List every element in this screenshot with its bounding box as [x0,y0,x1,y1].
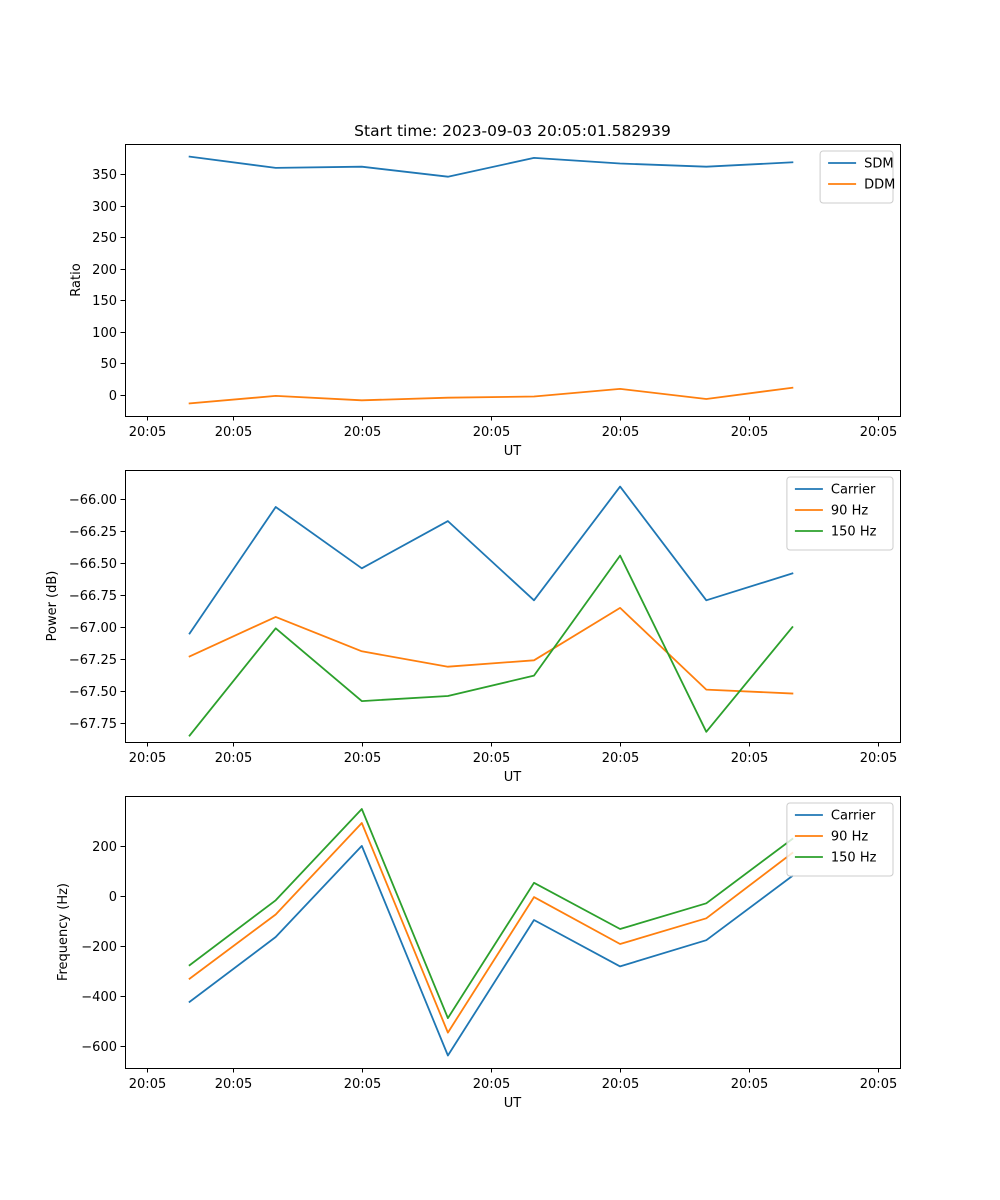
x-tick-label: 20:05 [731,1077,768,1092]
x-tick-label: 20:05 [473,425,510,440]
x-tick-label: 20:05 [129,425,166,440]
x-tick-label: 20:05 [860,751,897,766]
y-axis-label: Ratio [69,263,84,296]
legend-label: Carrier [831,483,876,498]
series-line-90-hz [188,822,794,1034]
y-tick-label: 100 [92,326,117,341]
x-axis-label: UT [504,770,522,785]
x-axis-label: UT [504,444,522,459]
plot-frame [125,796,901,1069]
legend: Carrier 90 Hz 150 Hz [786,802,894,877]
x-tick-label: 20:05 [215,751,252,766]
x-tick-label: 20:05 [473,1077,510,1092]
legend-label: SDM [864,157,893,172]
series-line-150-hz [188,808,794,1019]
y-tick-label: 250 [92,231,117,246]
y-tick-label: −66.50 [69,557,117,572]
x-tick-label: 20:05 [731,751,768,766]
x-tick-label: 20:05 [129,1077,166,1092]
series-line-150-hz [188,554,794,737]
y-tick-label: 200 [92,263,117,278]
y-tick-label: 300 [92,200,117,215]
chart-title: Start time: 2023-09-03 20:05:01.582939 [354,122,671,140]
series-line-90-hz [188,607,794,695]
x-tick-label: 20:05 [731,425,768,440]
legend: Carrier 90 Hz 150 Hz [786,476,894,551]
legend-label: 150 Hz [831,525,877,540]
y-tick-label: −600 [81,1040,117,1055]
legend-label: 150 Hz [831,851,877,866]
y-tick-label: −400 [81,990,117,1005]
x-tick-label: 20:05 [344,425,381,440]
series-line-sdm [188,155,794,178]
x-axis-label: UT [504,1096,522,1111]
plot-frame [125,470,901,743]
x-tick-label: 20:05 [215,1077,252,1092]
y-tick-label: −66.25 [69,525,117,540]
subplot-3: 20:05 20:05 20:05 20:05 20:05 20:05 20:05 −600 −… [56,796,901,1111]
y-tick-label: −66.75 [69,589,117,604]
y-tick-label: 0 [109,389,117,404]
legend-label: 90 Hz [831,830,868,845]
y-tick-label: −67.75 [69,717,117,732]
y-axis-label: Power (dB) [45,571,60,642]
x-tick-label: 20:05 [602,425,639,440]
y-tick-label: −67.00 [69,621,117,636]
y-tick-label: 200 [92,840,117,855]
plot-frame [125,144,901,417]
x-tick-label: 20:05 [602,751,639,766]
series-line-ddm [188,386,794,405]
x-tick-label: 20:05 [215,425,252,440]
x-tick-label: 20:05 [860,425,897,440]
y-tick-label: 50 [100,357,117,372]
y-tick-label: −67.25 [69,653,117,668]
x-tick-label: 20:05 [344,1077,381,1092]
subplot-1: 20:05 20:05 20:05 20:05 20:05 20:05 20:05 0 50 10… [69,144,901,459]
x-tick-label: 20:05 [602,1077,639,1092]
y-tick-label: 350 [92,168,117,183]
legend-label: 90 Hz [831,504,868,519]
x-tick-label: 20:05 [860,1077,897,1092]
y-axis-label: Frequency (Hz) [56,883,71,981]
y-tick-label: −66.00 [69,493,117,508]
y-tick-label: 0 [109,890,117,905]
series-line-carrier [188,845,794,1057]
x-tick-label: 20:05 [129,751,166,766]
y-tick-label: −200 [81,940,117,955]
subplot-2: 20:05 20:05 20:05 20:05 20:05 20:05 20:05 −67.7… [45,470,901,785]
x-tick-label: 20:05 [344,751,381,766]
legend-label: DDM [864,178,895,193]
x-tick-label: 20:05 [473,751,510,766]
legend: SDM DDM [819,150,895,204]
legend-box [819,150,894,204]
series-line-carrier [188,485,794,635]
y-tick-label: 150 [92,294,117,309]
legend-label: Carrier [831,809,876,824]
y-tick-label: −67.50 [69,685,117,700]
